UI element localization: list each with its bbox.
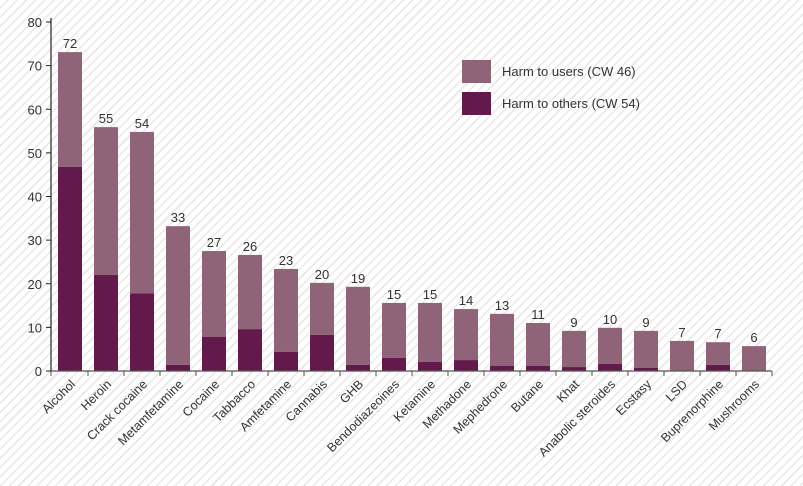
bar-users-cocaine xyxy=(202,251,226,337)
bar-others-anabolic-steroides xyxy=(598,364,622,371)
bar-others-mephedrone xyxy=(490,365,514,371)
bar-users-anabolic-steroides xyxy=(598,327,622,365)
bar-others-khat xyxy=(562,367,586,371)
bar-others-ecstasy xyxy=(634,367,658,371)
y-tick-label: 10 xyxy=(28,320,42,335)
legend-swatch-users xyxy=(462,60,491,83)
data-label: 11 xyxy=(531,307,545,322)
x-tick-label: GHB xyxy=(337,377,366,406)
bar-users-butane xyxy=(526,323,550,366)
bar-others-metamfetamine xyxy=(166,364,190,371)
data-label: 27 xyxy=(207,235,221,250)
bar-users-crack-cocaine xyxy=(130,131,154,294)
data-label: 9 xyxy=(570,315,577,330)
data-label: 33 xyxy=(171,210,185,225)
data-label: 14 xyxy=(459,293,473,308)
bar-others-heroin xyxy=(94,275,118,371)
bar-users-buprenorphine xyxy=(706,342,730,365)
data-label: 13 xyxy=(495,298,509,313)
bar-users-mushrooms xyxy=(742,346,766,371)
bar-users-metamfetamine xyxy=(166,226,190,365)
y-tick-label: 80 xyxy=(28,15,42,30)
x-tick-label: Butane xyxy=(508,377,546,415)
data-label: 10 xyxy=(603,312,617,327)
data-label: 15 xyxy=(387,287,401,302)
y-tick-label: 30 xyxy=(28,233,42,248)
data-label: 20 xyxy=(315,267,329,282)
bar-users-khat xyxy=(562,330,586,368)
legend-label-users: Harm to users (CW 46) xyxy=(502,64,636,79)
bar-others-cannabis xyxy=(310,334,334,371)
bars-group: 72 55 54 33 27 26 23 20 19 15 15 14 13 11 9 10 9 7 7 6 xyxy=(58,36,766,371)
bar-users-alcohol xyxy=(58,52,82,167)
x-tick-label: LSD xyxy=(663,377,690,404)
data-label: 23 xyxy=(279,253,293,268)
data-label: 72 xyxy=(63,36,77,51)
bar-others-ketamine xyxy=(418,361,442,371)
bar-others-tabbacco xyxy=(238,329,262,371)
data-label: 55 xyxy=(99,111,113,126)
bar-others-crack-cocaine xyxy=(130,293,154,371)
y-tick-label: 0 xyxy=(35,364,42,379)
bar-users-methadone xyxy=(454,309,478,361)
legend-label-others: Harm to others (CW 54) xyxy=(502,96,640,111)
data-label: 54 xyxy=(135,116,149,131)
data-label: 26 xyxy=(243,239,257,254)
legend-swatch-others xyxy=(462,92,491,115)
bar-users-ecstasy xyxy=(634,330,658,368)
bar-users-ghb xyxy=(346,286,370,365)
data-label: 9 xyxy=(642,315,649,330)
bar-users-heroin xyxy=(94,127,118,276)
bar-others-bendodiazeoines xyxy=(382,357,406,371)
bar-others-alcohol xyxy=(58,166,82,371)
bar-others-cocaine xyxy=(202,336,226,371)
bar-users-lsd xyxy=(670,340,694,371)
y-tick-label: 70 xyxy=(28,59,42,74)
bar-others-ghb xyxy=(346,364,370,371)
bar-others-methadone xyxy=(454,360,478,371)
bar-users-bendodiazeoines xyxy=(382,302,406,358)
bar-users-ketamine xyxy=(418,302,442,362)
bar-others-buprenorphine xyxy=(706,364,730,371)
data-label: 15 xyxy=(423,287,437,302)
x-tick-label: Buprenorphine xyxy=(658,377,726,445)
y-tick-label: 20 xyxy=(28,277,42,292)
y-tick-label: 40 xyxy=(28,190,42,205)
bar-users-amfetamine xyxy=(274,268,298,352)
bar-users-tabbacco xyxy=(238,254,262,330)
bar-users-mephedrone xyxy=(490,313,514,366)
data-label: 6 xyxy=(750,330,757,345)
y-tick-label: 60 xyxy=(28,102,42,117)
x-tick-label: Alcohol xyxy=(39,377,78,416)
x-tick-label: Khat xyxy=(554,377,582,405)
y-tick-label: 50 xyxy=(28,146,42,161)
data-label: 19 xyxy=(351,271,365,286)
data-label: 7 xyxy=(678,325,685,340)
bar-others-amfetamine xyxy=(274,351,298,371)
data-label: 7 xyxy=(714,326,721,341)
bar-others-butane xyxy=(526,365,550,371)
bar-users-cannabis xyxy=(310,282,334,335)
x-tick-label: Metamfetamine xyxy=(115,377,186,448)
legend: Harm to users (CW 46) Harm to others (CW… xyxy=(462,60,640,115)
x-tick-label: Ecstasy xyxy=(613,377,654,418)
